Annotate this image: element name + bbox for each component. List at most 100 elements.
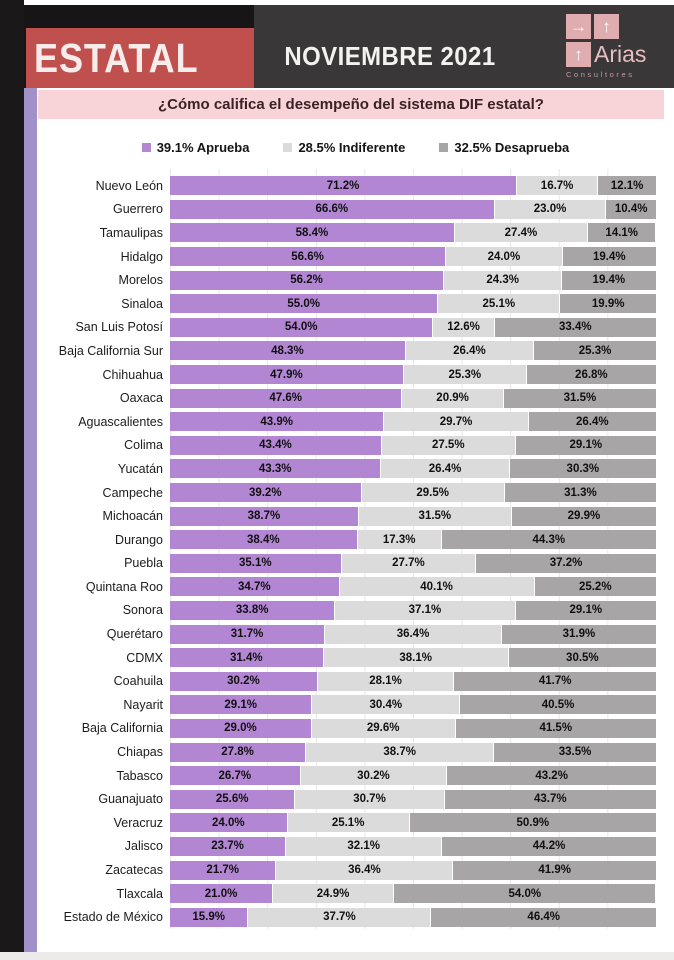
segment-desaprueba: 26.8%: [525, 365, 656, 385]
chart-row: Veracruz 24.0% 25.1% 50.9%: [37, 811, 674, 835]
segment-desaprueba: 29.1%: [514, 435, 656, 455]
state-label: San Luis Potosí: [75, 320, 163, 335]
segment-aprueba: 29.0%: [170, 718, 311, 738]
chart-row: Querétaro 31.7% 36.4% 31.9%: [37, 622, 674, 646]
stacked-bar: 29.0% 29.6% 41.5%: [170, 718, 656, 738]
chart-row: Quintana Roo 34.7% 40.1% 25.2%: [37, 575, 674, 599]
segment-desaprueba: 33.4%: [493, 317, 656, 337]
segment-indiferente: 30.7%: [294, 789, 444, 809]
segment-aprueba: 54.0%: [170, 317, 433, 337]
segment-desaprueba: 46.4%: [430, 907, 656, 927]
segment-aprueba: 43.3%: [170, 459, 381, 479]
stacked-bar: 39.2% 29.5% 31.3%: [170, 483, 656, 503]
state-label: Morelos: [118, 273, 163, 288]
state-label: Michoacán: [102, 509, 163, 524]
segment-desaprueba: 41.5%: [454, 718, 656, 738]
segment-aprueba: 47.9%: [170, 365, 403, 385]
state-label: Veracruz: [113, 815, 163, 830]
segment-desaprueba: 40.5%: [459, 695, 656, 715]
segment-aprueba: 38.7%: [170, 506, 358, 526]
state-label: Oaxaca: [119, 391, 163, 406]
state-label: Chiapas: [117, 745, 163, 760]
arrow-right-icon: →: [566, 14, 591, 39]
content-area: ¿Cómo califica el desempeño del sistema …: [37, 88, 674, 952]
chart-row: San Luis Potosí 54.0% 12.6% 33.4%: [37, 316, 674, 340]
segment-aprueba: 35.1%: [170, 553, 341, 573]
chart-row: Colima 43.4% 27.5% 29.1%: [37, 434, 674, 458]
segment-indiferente: 12.6%: [432, 317, 494, 337]
segment-indiferente: 16.7%: [516, 176, 598, 196]
segment-indiferente: 23.0%: [493, 199, 606, 219]
state-label: Sinaloa: [121, 296, 163, 311]
stacked-bar: 47.6% 20.9% 31.5%: [170, 388, 656, 408]
chart-row: Aguascalientes 43.9% 29.7% 26.4%: [37, 410, 674, 434]
segment-indiferente: 20.9%: [401, 388, 503, 408]
chart-row: Jalisco 23.7% 32.1% 44.2%: [37, 835, 674, 859]
chart-row: Michoacán 38.7% 31.5% 29.9%: [37, 504, 674, 528]
chart-row: CDMX 31.4% 38.1% 30.5%: [37, 646, 674, 670]
segment-indiferente: 32.1%: [285, 836, 442, 856]
segment-desaprueba: 30.3%: [508, 459, 656, 479]
segment-aprueba: 23.7%: [170, 836, 286, 856]
segment-indiferente: 36.4%: [275, 860, 453, 880]
stacked-bar: 23.7% 32.1% 44.2%: [170, 836, 656, 856]
state-label: Guanajuato: [98, 792, 163, 807]
segment-aprueba: 21.0%: [170, 884, 273, 904]
question-banner: ¿Cómo califica el desempeño del sistema …: [38, 90, 664, 119]
segment-desaprueba: 54.0%: [393, 884, 656, 904]
state-label: Tabasco: [116, 768, 163, 783]
header: ESTATAL NOVIEMBRE 2021 → ↑ ↑ Arias Consu…: [24, 5, 674, 88]
aprueba-swatch-icon: [141, 143, 151, 152]
state-label: Coahuila: [113, 674, 163, 689]
segment-desaprueba: 14.1%: [586, 223, 656, 243]
segment-desaprueba: 31.9%: [500, 624, 656, 644]
segment-indiferente: 27.7%: [340, 553, 476, 573]
segment-aprueba: 30.2%: [170, 671, 317, 691]
chart-row: Sonora 33.8% 37.1% 29.1%: [37, 599, 674, 623]
segment-desaprueba: 41.9%: [452, 860, 656, 880]
stacked-bar: 29.1% 30.4% 40.5%: [170, 695, 656, 715]
segment-desaprueba: 50.9%: [408, 813, 656, 833]
segment-desaprueba: 26.4%: [527, 412, 656, 432]
chart-row: Zacatecas 21.7% 36.4% 41.9%: [37, 858, 674, 882]
segment-indiferente: 36.4%: [324, 624, 501, 644]
segment-aprueba: 26.7%: [170, 766, 300, 786]
chart-row: Baja California 29.0% 29.6% 41.5%: [37, 717, 674, 741]
arias-logo: → ↑ ↑ Arias Consultores: [566, 14, 666, 82]
stacked-bar: 21.0% 24.9% 54.0%: [170, 884, 656, 904]
segment-desaprueba: 19.4%: [561, 247, 656, 267]
segment-indiferente: 40.1%: [338, 577, 534, 597]
segment-desaprueba: 33.5%: [493, 742, 656, 762]
chart-row: Tamaulipas 58.4% 27.4% 14.1%: [37, 221, 674, 245]
legend-item: 39.1% Aprueba: [141, 140, 249, 155]
legend-label: 32.5% Desaprueba: [454, 140, 570, 155]
state-label: Yucatán: [117, 461, 163, 476]
segment-indiferente: 38.1%: [322, 648, 508, 668]
state-label: Jalisco: [124, 839, 163, 854]
segment-indiferente: 25.3%: [402, 365, 526, 385]
segment-desaprueba: 37.2%: [475, 553, 656, 573]
state-label: Campeche: [102, 485, 163, 500]
stacked-bar: 43.4% 27.5% 29.1%: [170, 435, 656, 455]
arrow-up-icon: ↑: [566, 42, 591, 67]
segment-aprueba: 47.6%: [170, 388, 402, 408]
segment-aprueba: 33.8%: [170, 600, 335, 620]
stacked-bar: 43.9% 29.7% 26.4%: [170, 412, 656, 432]
stacked-bar: 33.8% 37.1% 29.1%: [170, 600, 656, 620]
chart-row: Tlaxcala 21.0% 24.9% 54.0%: [37, 882, 674, 906]
state-label: Aguascalientes: [78, 414, 163, 429]
segment-desaprueba: 10.4%: [605, 199, 656, 219]
state-label: Sonora: [122, 603, 163, 618]
stacked-bar: 24.0% 25.1% 50.9%: [170, 813, 656, 833]
chart-row: Oaxaca 47.6% 20.9% 31.5%: [37, 386, 674, 410]
legend-item: 28.5% Indiferente: [283, 140, 405, 155]
segment-indiferente: 28.1%: [316, 671, 454, 691]
banner-title: ESTATAL: [34, 34, 199, 81]
chart-row: Baja California Sur 48.3% 26.4% 25.3%: [37, 339, 674, 363]
segment-indiferente: 30.4%: [311, 695, 460, 715]
segment-aprueba: 43.9%: [170, 412, 384, 432]
segment-aprueba: 56.2%: [170, 270, 444, 290]
bottom-border: [0, 952, 674, 960]
segment-aprueba: 15.9%: [170, 907, 248, 927]
